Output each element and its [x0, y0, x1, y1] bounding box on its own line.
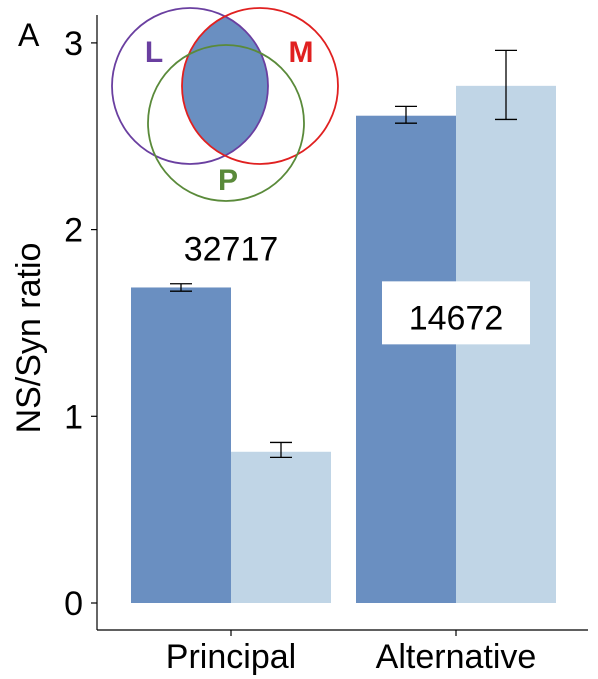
annotation-count: 14672 [409, 299, 504, 337]
error-bar [170, 283, 192, 292]
venn-label: M [289, 36, 314, 69]
annotation-box [382, 281, 530, 345]
y-tick-label: 1 [64, 398, 83, 436]
annotation-count: 32717 [184, 230, 279, 268]
bar [131, 287, 231, 603]
error-bar [495, 49, 517, 121]
y-axis-title: NS/Syn ratio [10, 243, 48, 434]
x-tick-label: Principal [166, 638, 296, 676]
error-bars [170, 49, 517, 459]
y-tick-label: 2 [64, 212, 83, 250]
error-bar [395, 105, 417, 124]
venn-diagram: L M P [111, 7, 339, 202]
error-bar [270, 441, 292, 459]
panel-label: A [18, 17, 40, 53]
venn-circle [181, 7, 339, 165]
bars [131, 85, 556, 603]
y-tick-label: 3 [64, 25, 83, 63]
venn-intersection [182, 8, 268, 164]
bar [356, 115, 456, 603]
y-tick-label: 0 [64, 585, 83, 623]
bar [231, 451, 331, 603]
venn-circle [111, 7, 269, 165]
annotations: 32717 14672 [184, 230, 530, 345]
venn-circle [147, 44, 305, 202]
bar [456, 85, 556, 603]
x-tick-label: Alternative [376, 638, 537, 676]
axes: 0 1 2 3 Principal Alternative [64, 15, 588, 676]
venn-label: P [218, 164, 238, 197]
venn-label: L [145, 36, 163, 69]
